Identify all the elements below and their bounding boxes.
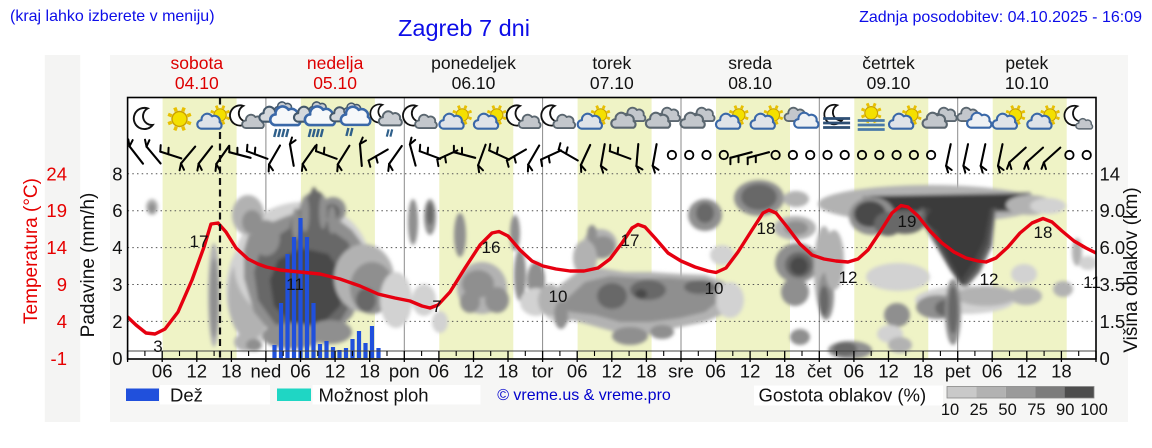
svg-text:12: 12 — [980, 270, 999, 289]
svg-text:Dež: Dež — [170, 385, 203, 406]
svg-text:0: 0 — [112, 348, 122, 369]
svg-text:05.10: 05.10 — [313, 73, 357, 93]
svg-text:ned: ned — [250, 361, 281, 382]
svg-text:12: 12 — [1017, 361, 1038, 382]
svg-text:7: 7 — [432, 297, 441, 316]
svg-text:Padavine (mm/h): Padavine (mm/h) — [78, 193, 99, 338]
svg-text:04.10: 04.10 — [175, 73, 219, 93]
svg-text:12: 12 — [839, 268, 858, 287]
svg-text:-1: -1 — [51, 348, 67, 369]
svg-text:16: 16 — [482, 238, 501, 257]
svg-text:torek: torek — [592, 53, 631, 73]
svg-text:17: 17 — [190, 232, 209, 251]
svg-text:75: 75 — [1027, 401, 1045, 419]
svg-text:11: 11 — [286, 275, 304, 294]
svg-text:06: 06 — [567, 361, 588, 382]
svg-text:© vreme.us & vreme.pro: © vreme.us & vreme.pro — [497, 387, 671, 404]
svg-text:10: 10 — [941, 401, 959, 419]
svg-text:4: 4 — [57, 311, 67, 332]
svg-text:nedelja: nedelja — [307, 53, 364, 73]
svg-text:18: 18 — [1034, 223, 1053, 242]
svg-text:06: 06 — [429, 361, 450, 382]
svg-text:četrtek: četrtek — [862, 53, 915, 73]
svg-text:06.10: 06.10 — [452, 73, 496, 93]
svg-text:10: 10 — [549, 287, 568, 306]
svg-text:Temperatura (°C): Temperatura (°C) — [21, 178, 42, 324]
svg-text:18: 18 — [636, 361, 657, 382]
svg-text:08.10: 08.10 — [728, 73, 772, 93]
svg-text:18: 18 — [1051, 361, 1072, 382]
svg-text:12: 12 — [187, 361, 208, 382]
svg-text:24: 24 — [46, 163, 67, 184]
svg-text:18: 18 — [757, 219, 776, 238]
svg-text:14: 14 — [1100, 163, 1121, 184]
svg-text:9: 9 — [57, 274, 67, 295]
svg-text:sobota: sobota — [171, 53, 224, 73]
svg-text:12: 12 — [325, 361, 346, 382]
svg-text:čet: čet — [807, 361, 832, 382]
svg-text:sre: sre — [668, 361, 694, 382]
svg-text:petek: petek — [1005, 53, 1048, 73]
svg-text:6: 6 — [112, 200, 122, 221]
svg-text:10: 10 — [705, 279, 724, 298]
svg-text:18: 18 — [359, 361, 380, 382]
svg-text:18: 18 — [913, 361, 934, 382]
svg-text:07.10: 07.10 — [590, 73, 634, 93]
svg-text:06: 06 — [152, 361, 173, 382]
svg-text:14: 14 — [46, 237, 67, 258]
svg-text:12: 12 — [740, 361, 761, 382]
svg-text:3: 3 — [153, 337, 162, 356]
svg-text:4: 4 — [112, 237, 122, 258]
svg-text:12: 12 — [463, 361, 484, 382]
svg-text:18: 18 — [498, 361, 519, 382]
svg-text:50: 50 — [998, 401, 1016, 419]
svg-text:19: 19 — [898, 212, 917, 231]
svg-text:Gostota oblakov (%): Gostota oblakov (%) — [759, 385, 927, 406]
svg-text:19: 19 — [46, 200, 67, 221]
svg-text:pet: pet — [945, 361, 971, 382]
svg-text:8: 8 — [112, 163, 122, 184]
svg-text:ponedeljek: ponedeljek — [431, 53, 516, 73]
svg-text:90: 90 — [1056, 401, 1074, 419]
svg-text:0: 0 — [1100, 348, 1110, 369]
svg-text:18: 18 — [221, 361, 242, 382]
svg-text:12: 12 — [878, 361, 899, 382]
svg-text:06: 06 — [982, 361, 1003, 382]
svg-text:Možnost ploh: Možnost ploh — [319, 385, 429, 406]
svg-text:11: 11 — [1083, 273, 1101, 292]
svg-text:Zadnja posodobitev: 04.10.2025: Zadnja posodobitev: 04.10.2025 - 16:09 — [859, 9, 1142, 26]
svg-text:Zagreb 7 dni: Zagreb 7 dni — [398, 15, 530, 41]
svg-text:Višina oblakov (km): Višina oblakov (km) — [1121, 187, 1142, 352]
svg-text:25: 25 — [970, 401, 988, 419]
svg-text:09.10: 09.10 — [867, 73, 911, 93]
svg-text:18: 18 — [774, 361, 795, 382]
svg-text:tor: tor — [532, 361, 554, 382]
svg-text:pon: pon — [389, 361, 420, 382]
svg-text:12: 12 — [602, 361, 623, 382]
svg-text:3: 3 — [112, 274, 122, 295]
svg-text:17: 17 — [621, 231, 640, 250]
svg-text:06: 06 — [705, 361, 726, 382]
svg-text:100: 100 — [1080, 401, 1108, 419]
svg-text:sreda: sreda — [728, 53, 772, 73]
svg-text:10.10: 10.10 — [1005, 73, 1049, 93]
svg-text:2: 2 — [112, 311, 122, 332]
svg-text:06: 06 — [290, 361, 311, 382]
svg-text:06: 06 — [844, 361, 865, 382]
svg-text:(kraj lahko izberete v meniju): (kraj lahko izberete v meniju) — [10, 8, 215, 25]
